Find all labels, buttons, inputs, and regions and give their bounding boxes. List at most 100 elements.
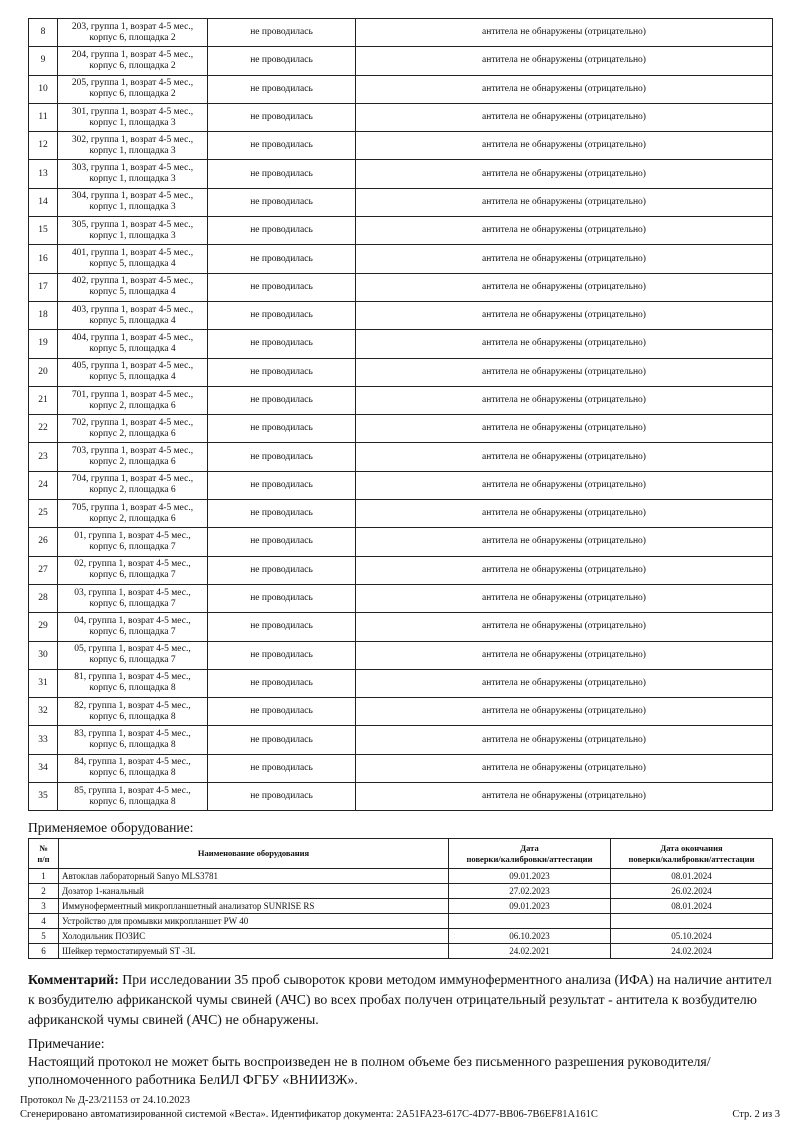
sample-line-2: корпус 1, площадка 3 [89,202,176,213]
result-cell: антитела не обнаружены (отрицательно) [355,216,773,246]
table-row: 18 403, группа 1, возрат 4-5 мес., корпус … [28,300,773,331]
table-row: 35 85, группа 1, возрат 4-5 мес., корпус 6… [28,782,773,812]
row-number: 34 [28,753,58,784]
equipment-name: Дозатор 1-канальный [58,883,449,899]
test-cell: не проводилась [207,272,356,302]
equipment-date: 06.10.2023 [448,928,611,944]
sample-line-2: корпус 2, площадка 6 [89,400,176,411]
sample-line-2: корпус 6, площадка 8 [89,796,176,807]
sample-line-1: 83, группа 1, возрат 4-5 мес., [74,729,191,740]
test-cell: не проводилась [207,244,356,274]
test-cell: не проводилась [207,414,356,444]
sample-line-2: корпус 2, площадка 6 [89,485,176,496]
comment-text: При исследовании 35 проб сывороток крови… [28,972,772,1027]
sample-cell: 403, группа 1, возрат 4-5 мес., корпус 5,… [57,300,208,331]
table-row: 22 702, группа 1, возрат 4-5 мес., корпус … [28,414,773,444]
row-number: 32 [28,697,58,727]
sample-cell: 303, группа 1, возрат 4-5 мес., корпус 1,… [57,159,208,189]
table-row: 9 204, группа 1, возрат 4-5 мес., корпус 6… [28,46,773,76]
table-row: 20 405, группа 1, возрат 4-5 мес., корпус … [28,357,773,387]
row-number: 30 [28,640,58,670]
result-cell: антитела не обнаружены (отрицательно) [355,385,773,416]
equipment-date: 09.01.2023 [448,868,611,884]
equipment-name: Иммуноферментный микропланшетный анализа… [58,898,449,914]
equipment-table: № п/п Наименование оборудования Дата повер… [28,838,773,959]
table-row: 26 01, группа 1, возрат 4-5 мес., корпус 6… [28,527,773,557]
sample-line-2: корпус 6, площадка 7 [89,541,176,552]
sample-line-2: корпус 1, площадка 3 [89,174,176,185]
page-footer: Протокол № Д-23/21153 от 24.10.2023 Сген… [20,1094,780,1122]
sample-line-2: корпус 1, площадка 3 [89,145,176,156]
table-row: 14 304, группа 1, возрат 4-5 мес., корпус … [28,187,773,218]
result-cell: антитела не обнаружены (отрицательно) [355,244,773,274]
sample-cell: 04, группа 1, возрат 4-5 мес., корпус 6, … [57,612,208,642]
result-cell: антитела не обнаружены (отрицательно) [355,131,773,161]
sample-cell: 702, группа 1, возрат 4-5 мес., корпус 2,… [57,414,208,444]
table-row: 24 704, группа 1, возрат 4-5 мес., корпус … [28,470,773,501]
test-cell: не проводилась [207,527,356,557]
test-cell: не проводилась [207,725,356,755]
result-cell: антитела не обнаружены (отрицательно) [355,187,773,218]
row-number: 31 [28,668,58,699]
note-text: Настоящий протокол не может быть воспрои… [28,1054,711,1087]
result-cell: антитела не обнаружены (отрицательно) [355,555,773,585]
sample-cell: 301, группа 1, возрат 4-5 мес., корпус 1,… [57,102,208,133]
sample-cell: 205, группа 1, возрат 4-5 мес., корпус 6,… [57,74,208,104]
sample-line-2: корпус 5, площадка 4 [89,343,176,354]
sample-cell: 402, группа 1, возрат 4-5 мес., корпус 5,… [57,272,208,302]
sample-cell: 705, группа 1, возрат 4-5 мес., корпус 2,… [57,499,208,529]
equipment-header-row: № п/п Наименование оборудования Дата повер… [28,838,773,869]
row-number: 19 [28,329,58,359]
table-row: 33 83, группа 1, возрат 4-5 мес., корпус 6… [28,725,773,755]
equipment-number: 1 [28,868,59,884]
result-cell: антитела не обнаружены (отрицательно) [355,102,773,133]
equipment-end-date: 26.02.2024 [610,883,773,899]
sample-line-1: 203, группа 1, возрат 4-5 мес., [71,21,194,32]
sample-line-1: 205, группа 1, возрат 4-5 мес., [71,78,194,89]
sample-line-2: корпус 2, площадка 6 [89,428,176,439]
sample-cell: 404, группа 1, возрат 4-5 мес., корпус 5,… [57,329,208,359]
equipment-end-date: 08.01.2024 [610,868,773,884]
table-row: 11 301, группа 1, возрат 4-5 мес., корпус … [28,102,773,133]
result-cell: антитела не обнаружены (отрицательно) [355,697,773,727]
sample-cell: 01, группа 1, возрат 4-5 мес., корпус 6, … [57,527,208,557]
sample-line-2: корпус 2, площадка 6 [89,513,176,524]
sample-line-1: 401, группа 1, возрат 4-5 мес., [71,248,194,259]
equipment-number: 4 [28,913,59,929]
footer-page-number: Стр. 2 из 3 [732,1109,780,1120]
sample-line-1: 81, группа 1, возрат 4-5 мес., [74,672,191,683]
equipment-row: 1 Автоклав лабораторный Sanyo MLS3781 09.0… [28,868,773,884]
sample-cell: 701, группа 1, возрат 4-5 мес., корпус 2,… [57,385,208,416]
row-number: 18 [28,300,58,331]
note-label: Примечание: [28,1036,105,1051]
sample-line-2: корпус 6, площадка 2 [89,60,176,71]
sample-line-1: 305, группа 1, возрат 4-5 мес., [71,219,194,230]
comment-label: Комментарий: [28,972,119,987]
test-cell: не проводилась [207,74,356,104]
table-row: 25 705, группа 1, возрат 4-5 мес., корпус … [28,499,773,529]
sample-cell: 401, группа 1, возрат 4-5 мес., корпус 5,… [57,244,208,274]
table-row: 16 401, группа 1, возрат 4-5 мес., корпус … [28,244,773,274]
sample-cell: 02, группа 1, возрат 4-5 мес., корпус 6, … [57,555,208,585]
row-number: 17 [28,272,58,302]
test-cell: не проводилась [207,442,356,472]
sample-line-1: 302, группа 1, возрат 4-5 мес., [71,134,194,145]
sample-cell: 302, группа 1, возрат 4-5 мес., корпус 1,… [57,131,208,161]
test-cell: не проводилась [207,385,356,416]
table-row: 23 703, группа 1, возрат 4-5 мес., корпус … [28,442,773,472]
table-row: 29 04, группа 1, возрат 4-5 мес., корпус 6… [28,612,773,642]
equipment-end-date: 24.02.2024 [610,943,773,959]
sample-line-1: 04, группа 1, возрат 4-5 мес., [74,615,191,626]
equipment-end-date: 05.10.2024 [610,928,773,944]
equipment-date: 09.01.2023 [448,898,611,914]
row-number: 25 [28,499,58,529]
test-cell: не проводилась [207,131,356,161]
equipment-row: 6 Шейкер термостатируемый ST -3L 24.02.202… [28,943,773,959]
row-number: 22 [28,414,58,444]
row-number: 8 [28,17,58,48]
sample-line-2: корпус 6, площадка 7 [89,570,176,581]
equipment-row: 4 Устройство для промывки микропланшет PW… [28,913,773,929]
result-cell: антитела не обнаружены (отрицательно) [355,782,773,812]
result-cell: антитела не обнаружены (отрицательно) [355,272,773,302]
equipment-end-date [610,913,773,929]
